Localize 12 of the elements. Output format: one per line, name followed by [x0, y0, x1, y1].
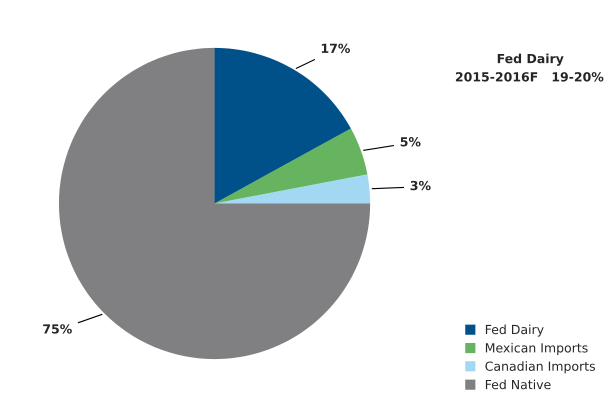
- data-label: 3%: [410, 180, 431, 190]
- legend-label: Mexican Imports: [486, 342, 588, 355]
- legend-label: Canadian Imports: [485, 361, 596, 374]
- data-label: 5%: [400, 137, 421, 147]
- legend-label: Fed Dairy: [486, 324, 544, 337]
- data-label: 75%: [43, 324, 72, 334]
- legend-label: Fed Native: [486, 380, 551, 390]
- text: 2015-2016F 19-20%: [456, 72, 604, 82]
- pie-slice: [214, 174, 370, 204]
- data-label: 17%: [322, 44, 350, 54]
- text: Fed Dairy: [498, 54, 564, 66]
- pie-slice: [214, 128, 368, 204]
